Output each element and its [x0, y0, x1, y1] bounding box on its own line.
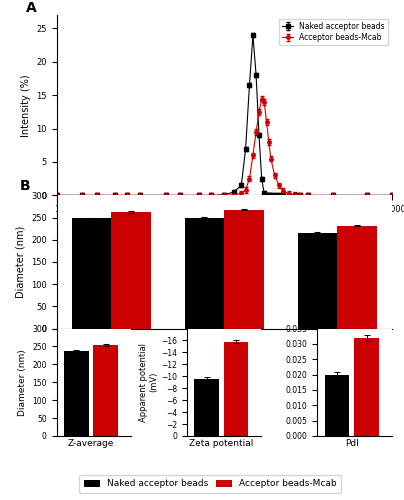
Bar: [72, 218, 112, 328]
Y-axis label: Apparent potential
(mV): Apparent potential (mV): [139, 343, 158, 422]
Bar: [337, 226, 377, 328]
Bar: [224, 210, 264, 328]
X-axis label: Size (d.nm): Size (d.nm): [196, 220, 252, 230]
Bar: [354, 338, 379, 436]
Y-axis label: Diameter (nm): Diameter (nm): [15, 226, 25, 298]
Bar: [93, 345, 118, 436]
Bar: [64, 351, 88, 436]
Legend: Naked acceptor beads, Acceptor beads-Mcab: Naked acceptor beads, Acceptor beads-Mca…: [279, 19, 388, 45]
Bar: [185, 218, 224, 328]
Text: B: B: [20, 178, 30, 192]
Y-axis label: Intensity (%): Intensity (%): [21, 74, 31, 136]
Bar: [224, 342, 248, 436]
Bar: [112, 212, 151, 328]
Bar: [194, 380, 219, 436]
Y-axis label: Diameter (nm): Diameter (nm): [18, 349, 27, 416]
Bar: [325, 374, 349, 436]
Legend: Naked acceptor beads, Acceptor beads-Mcab: Naked acceptor beads, Acceptor beads-Mca…: [79, 475, 341, 493]
Text: A: A: [26, 1, 37, 15]
Bar: [298, 233, 337, 328]
